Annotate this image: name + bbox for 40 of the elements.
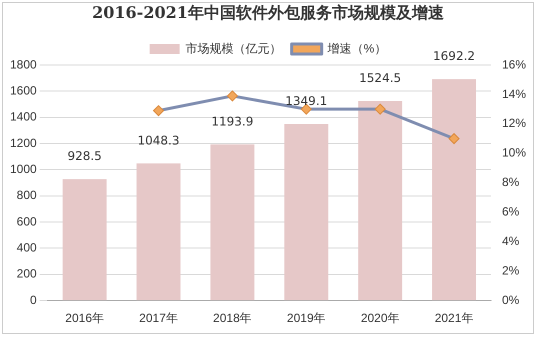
x-tick-label: 2019年 — [286, 311, 326, 326]
bar — [284, 124, 328, 300]
text: 1692.2 — [433, 49, 476, 64]
text: 1349.1 — [285, 94, 328, 108]
y2-tick-label: 2% — [502, 263, 520, 278]
y-tick-label: 1800 — [10, 57, 38, 72]
text: 1048.3 — [138, 134, 180, 148]
x-tick-label: 2020年 — [360, 311, 400, 326]
y-tick-label: 1000 — [10, 162, 38, 176]
y2-tick-label: 8% — [502, 175, 520, 190]
y-tick-label: 400 — [16, 240, 38, 255]
y2-tick-label: 16% — [502, 57, 526, 72]
y2-tick-label: 12% — [502, 116, 526, 130]
bar — [136, 163, 180, 300]
y-tick-label: 200 — [16, 266, 38, 281]
text: 1524.5 — [359, 71, 402, 86]
y-tick-label: 600 — [16, 214, 38, 228]
y2-tick-label: 14% — [502, 86, 526, 101]
x-tick-label: 2021年 — [434, 311, 474, 326]
bar — [62, 179, 107, 300]
y-tick-label: 1400 — [10, 110, 38, 124]
text: 928.5 — [67, 149, 102, 164]
chart-title: 2016-2021年中国软件外包服务市场规模及增速 — [91, 3, 445, 24]
y2-tick-label: 10% — [502, 146, 526, 160]
x-tick-label: 2017年 — [139, 311, 178, 326]
text: 1193.9 — [211, 114, 254, 128]
y-tick-label: 800 — [16, 188, 38, 202]
y-tick-label: 1600 — [10, 83, 38, 98]
legend-label: 市场规模（亿元） — [186, 41, 282, 56]
y-tick-label: 0 — [30, 292, 38, 307]
y2-tick-label: 4% — [502, 234, 520, 248]
x-tick-label: 2018年 — [213, 311, 252, 326]
bar — [358, 101, 402, 300]
bar — [432, 79, 476, 300]
y2-tick-label: 0% — [502, 292, 520, 307]
x-tick-label: 2016年 — [65, 311, 104, 326]
bar — [210, 144, 254, 300]
legend-label: 增速（%） — [326, 41, 386, 56]
y2-tick-label: 6% — [502, 204, 520, 219]
y-tick-label: 1200 — [10, 136, 38, 150]
